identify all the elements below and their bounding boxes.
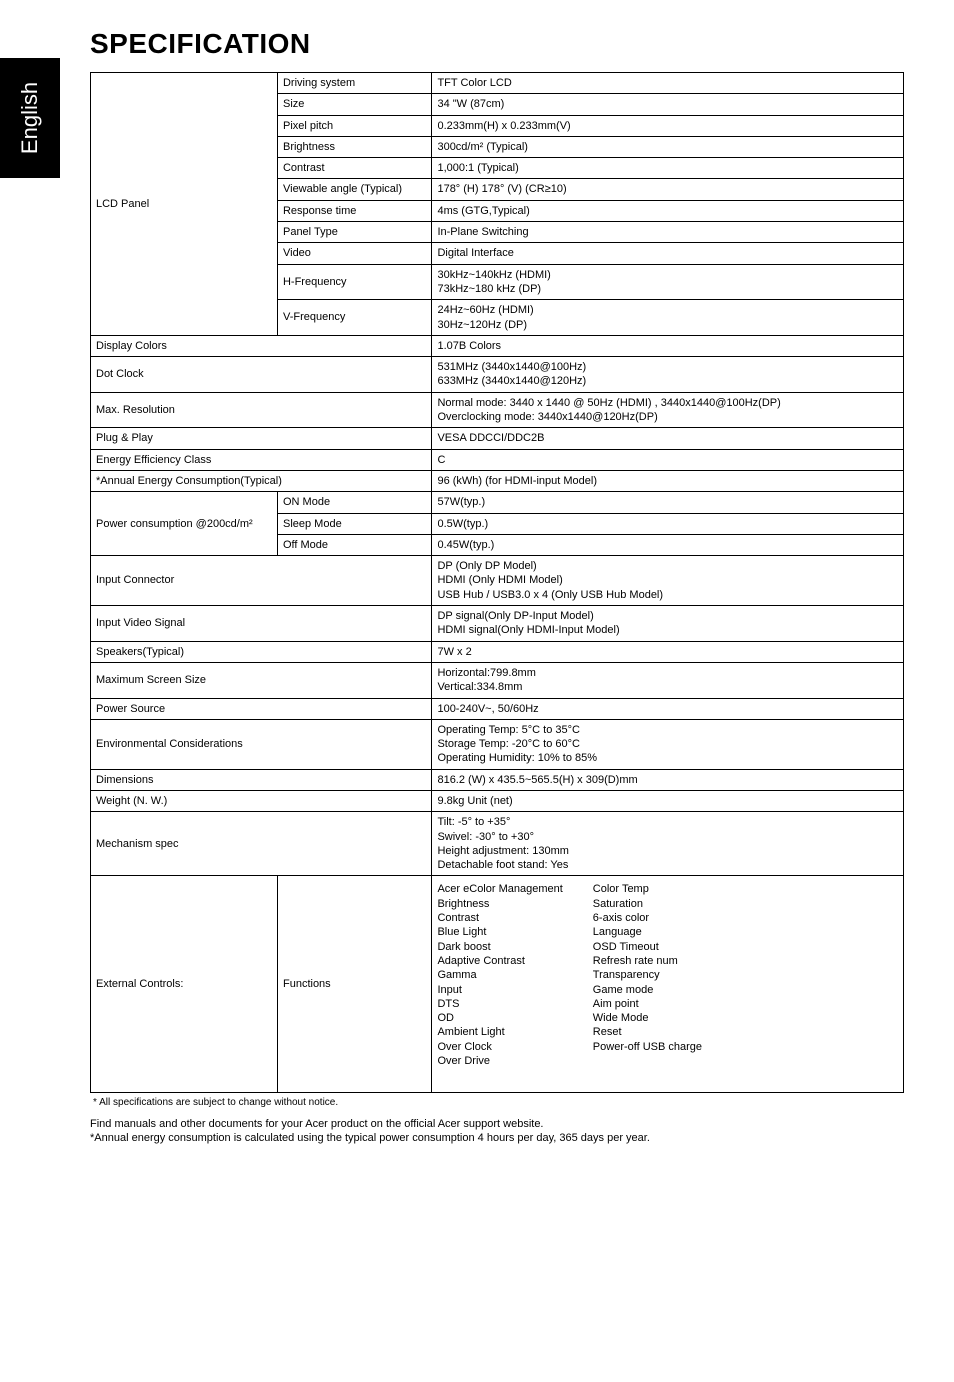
table-row: LCD PanelDriving systemTFT Color LCD (91, 73, 904, 94)
label-cell: Sleep Mode (277, 513, 431, 534)
value-cell: VESA DDCCI/DDC2B (432, 428, 904, 449)
footer-notes: Find manuals and other documents for you… (90, 1118, 904, 1144)
label-cell: Response time (277, 200, 431, 221)
value-cell: 531MHz (3440x1440@100Hz) 633MHz (3440x14… (432, 357, 904, 393)
note-line: *Annual energy consumption is calculated… (90, 1132, 904, 1144)
value-cell: C (432, 449, 904, 470)
label-cell: Energy Efficiency Class (91, 449, 432, 470)
table-row: Energy Efficiency ClassC (91, 449, 904, 470)
spec-table: LCD PanelDriving systemTFT Color LCDSize… (90, 72, 904, 1093)
page-content: SPECIFICATION LCD PanelDriving systemTFT… (90, 0, 904, 1144)
group-cell: LCD Panel (91, 73, 278, 336)
value-cell: DP (Only DP Model) HDMI (Only HDMI Model… (432, 556, 904, 606)
label-cell: Off Mode (277, 534, 431, 555)
label-cell: Driving system (277, 73, 431, 94)
value-cell: 0.5W(typ.) (432, 513, 904, 534)
table-row: Mechanism specTilt: -5° to +35° Swivel: … (91, 812, 904, 876)
label-cell: ON Mode (277, 492, 431, 513)
table-row: Plug & PlayVESA DDCCI/DDC2B (91, 428, 904, 449)
value-cell: 816.2 (W) x 435.5~565.5(H) x 309(D)mm (432, 769, 904, 790)
value-subcolumn: Acer eColor Management Brightness Contra… (437, 882, 562, 1068)
value-cell: 34 "W (87cm) (432, 94, 904, 115)
table-row: Dot Clock531MHz (3440x1440@100Hz) 633MHz… (91, 357, 904, 393)
table-row: Speakers(Typical)7W x 2 (91, 641, 904, 662)
value-cell: 57W(typ.) (432, 492, 904, 513)
label-cell: Input Video Signal (91, 606, 432, 642)
value-cell: In-Plane Switching (432, 222, 904, 243)
group-cell: External Controls: (91, 876, 278, 1093)
language-tab-label: English (17, 82, 43, 154)
value-cell: Acer eColor Management Brightness Contra… (432, 876, 904, 1093)
group-cell: Power consumption @200cd/m² (91, 492, 278, 556)
value-cell: 1.07B Colors (432, 335, 904, 356)
label-cell: Mechanism spec (91, 812, 432, 876)
value-cell: 24Hz~60Hz (HDMI) 30Hz~120Hz (DP) (432, 300, 904, 336)
language-tab: English (0, 58, 60, 178)
label-cell: Weight (N. W.) (91, 790, 432, 811)
value-subcolumn: Color Temp Saturation 6-axis color Langu… (593, 882, 702, 1068)
value-cell: Operating Temp: 5°C to 35°C Storage Temp… (432, 719, 904, 769)
table-row: Maximum Screen SizeHorizontal:799.8mm Ve… (91, 662, 904, 698)
label-cell: Video (277, 243, 431, 264)
label-cell: *Annual Energy Consumption(Typical) (91, 470, 432, 491)
label-cell: Functions (277, 876, 431, 1093)
value-cell: 4ms (GTG,Typical) (432, 200, 904, 221)
page-title: SPECIFICATION (90, 28, 904, 60)
table-row: Input ConnectorDP (Only DP Model) HDMI (… (91, 556, 904, 606)
label-cell: Input Connector (91, 556, 432, 606)
value-cell: 7W x 2 (432, 641, 904, 662)
label-cell: Viewable angle (Typical) (277, 179, 431, 200)
value-cell: 0.45W(typ.) (432, 534, 904, 555)
label-cell: Max. Resolution (91, 392, 432, 428)
label-cell: Environmental Considerations (91, 719, 432, 769)
table-row: Weight (N. W.)9.8kg Unit (net) (91, 790, 904, 811)
value-cell: 178° (H) 178° (V) (CR≥10) (432, 179, 904, 200)
label-cell: Size (277, 94, 431, 115)
value-cell: Horizontal:799.8mm Vertical:334.8mm (432, 662, 904, 698)
table-row: Display Colors1.07B Colors (91, 335, 904, 356)
label-cell: Maximum Screen Size (91, 662, 432, 698)
note-line: Find manuals and other documents for you… (90, 1118, 904, 1130)
value-cell: 9.8kg Unit (net) (432, 790, 904, 811)
label-cell: Pixel pitch (277, 115, 431, 136)
label-cell: Power Source (91, 698, 432, 719)
table-row: Power consumption @200cd/m²ON Mode57W(ty… (91, 492, 904, 513)
value-cell: 0.233mm(H) x 0.233mm(V) (432, 115, 904, 136)
label-cell: Panel Type (277, 222, 431, 243)
value-cell: Digital Interface (432, 243, 904, 264)
label-cell: Dot Clock (91, 357, 432, 393)
value-cell: 1,000:1 (Typical) (432, 158, 904, 179)
value-cell: Normal mode: 3440 x 1440 @ 50Hz (HDMI) ,… (432, 392, 904, 428)
table-row: Dimensions816.2 (W) x 435.5~565.5(H) x 3… (91, 769, 904, 790)
table-row: Max. ResolutionNormal mode: 3440 x 1440 … (91, 392, 904, 428)
table-row: Power Source100-240V~, 50/60Hz (91, 698, 904, 719)
table-row: *Annual Energy Consumption(Typical)96 (k… (91, 470, 904, 491)
label-cell: Contrast (277, 158, 431, 179)
label-cell: V-Frequency (277, 300, 431, 336)
value-cell: 96 (kWh) (for HDMI-input Model) (432, 470, 904, 491)
label-cell: Brightness (277, 136, 431, 157)
label-cell: Dimensions (91, 769, 432, 790)
label-cell: Display Colors (91, 335, 432, 356)
value-cell: DP signal(Only DP-Input Model) HDMI sign… (432, 606, 904, 642)
table-row: External Controls:FunctionsAcer eColor M… (91, 876, 904, 1093)
value-cell: 30kHz~140kHz (HDMI) 73kHz~180 kHz (DP) (432, 264, 904, 300)
table-footnote: * All specifications are subject to chan… (93, 1097, 904, 1108)
table-row: Input Video SignalDP signal(Only DP-Inpu… (91, 606, 904, 642)
table-row: Environmental ConsiderationsOperating Te… (91, 719, 904, 769)
label-cell: Plug & Play (91, 428, 432, 449)
value-cell: 300cd/m² (Typical) (432, 136, 904, 157)
label-cell: H-Frequency (277, 264, 431, 300)
value-cell: Tilt: -5° to +35° Swivel: -30° to +30° H… (432, 812, 904, 876)
value-cell: TFT Color LCD (432, 73, 904, 94)
value-cell: 100-240V~, 50/60Hz (432, 698, 904, 719)
label-cell: Speakers(Typical) (91, 641, 432, 662)
